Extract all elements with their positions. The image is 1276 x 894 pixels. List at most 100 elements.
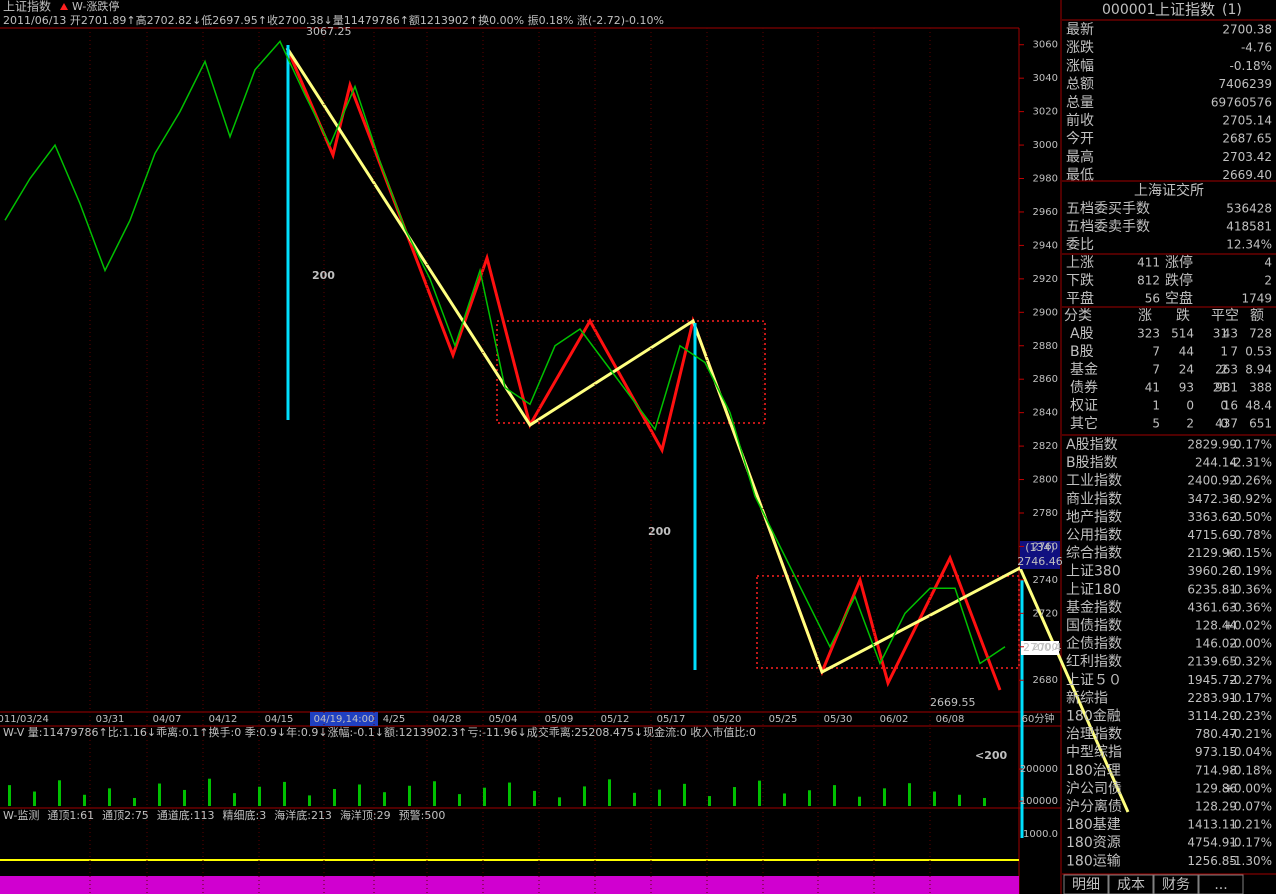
row-value: 411 (1137, 256, 1160, 270)
y-tick-label: 2680 (1033, 675, 1058, 686)
index-value: 3960.26 (1187, 564, 1237, 578)
y-tick-label: 3020 (1033, 107, 1058, 118)
monitor-item: 海洋顶:29 (340, 808, 391, 822)
index-pct: -0.21% (1230, 818, 1272, 832)
table-header: 涨 (1138, 308, 1152, 324)
index-pct: -0.23% (1230, 709, 1272, 723)
x-tick-label: 05/20 (713, 714, 742, 725)
index-name: 地产指数 (1066, 509, 1122, 525)
tab-label[interactable]: 明细 (1072, 877, 1100, 893)
table-cell: 7 (1230, 345, 1238, 359)
index-value: 3363.62 (1187, 510, 1237, 524)
indicator: W-涨跌停 (72, 0, 119, 13)
x-tick-label: 04/15 (265, 714, 294, 725)
index-name: 基金指数 (1066, 599, 1122, 616)
y-tick-label: 2900 (1033, 307, 1058, 318)
volume-bar (283, 781, 286, 806)
annotation: 2746.46 (1017, 555, 1063, 568)
tab[interactable] (1153, 874, 1199, 894)
y-tick-label: 3000 (1033, 140, 1058, 151)
x-tick-label: 06/08 (936, 714, 965, 725)
volume-bar (408, 785, 411, 806)
index-name: 沪公司债 (1066, 781, 1122, 797)
volume-bar (333, 788, 336, 806)
volume-bar (383, 792, 386, 806)
volume-bar (133, 797, 136, 806)
high-label: 3067.25 (306, 25, 352, 38)
x-tick-label: 05/04 (489, 714, 518, 725)
table-cell: 0.53 (1245, 345, 1272, 359)
index-name: 公用指数 (1066, 528, 1122, 544)
arrow-icon (60, 3, 68, 10)
row-value: 536428 (1226, 202, 1272, 216)
index-name: 上证５０ (1066, 672, 1122, 688)
table-cell: 2 (1220, 363, 1228, 377)
volume-bar (608, 779, 611, 806)
index-name: B股指数 (1066, 455, 1118, 471)
index-name: 红利指数 (1066, 654, 1122, 670)
tab-label[interactable]: 成本 (1117, 877, 1145, 893)
tab[interactable] (1198, 874, 1244, 894)
annotation: 200 (648, 525, 671, 538)
y-tick-label: 1000.0 (1023, 829, 1058, 840)
row-label: 五档委卖手数 (1066, 219, 1150, 235)
volume-bar (733, 787, 736, 806)
index-value: 714.98 (1195, 763, 1237, 777)
x-tick-label: 03/31 (96, 714, 125, 725)
row-value: 2687.65 (1222, 132, 1272, 146)
tab[interactable] (1063, 874, 1109, 894)
table-cell: 0 (1220, 417, 1228, 431)
volume-bar (933, 791, 936, 806)
quote-name: 上证指数 (1155, 1, 1215, 19)
annotation: 2700.4 (1023, 641, 1062, 654)
x-tick-label: 05/30 (824, 714, 853, 725)
volume-bar (558, 797, 561, 806)
row-label: 跌停 (1165, 272, 1193, 289)
index-name: 上证180 (1066, 582, 1121, 598)
index-pct: +0.02% (1224, 619, 1272, 633)
row-label: 最高 (1066, 148, 1094, 165)
row-value: 2669.40 (1222, 168, 1272, 182)
table-cell: 41 (1145, 381, 1160, 395)
index-value: 4361.63 (1187, 600, 1237, 614)
row-value: 812 (1137, 274, 1160, 288)
index-name: 商业指数 (1066, 491, 1122, 507)
volume-bar (83, 794, 86, 806)
index-value: 244.14 (1195, 456, 1237, 470)
volume-bar (58, 780, 61, 806)
table-cell: 48.4 (1245, 399, 1272, 413)
volume-bar (808, 790, 811, 806)
index-value: 6235.81 (1187, 582, 1237, 596)
table-cell: 44 (1179, 345, 1194, 359)
index-value: 2400.92 (1187, 474, 1237, 488)
y-tick-label: 2820 (1033, 441, 1058, 452)
volume-bar (158, 783, 161, 806)
x-tick-label: 60分钟 (1022, 712, 1055, 725)
index-pct: -0.17% (1230, 438, 1272, 452)
row-label: 上涨 (1066, 255, 1094, 271)
volume-info: W-V 量:11479786↑比:1.16↓乖离:0.1↑换手:0 季:0.9↓… (3, 725, 756, 739)
ohlc-info: 2011/06/13 开2701.89↑高2702.82↓低2697.95↑收2… (3, 13, 664, 27)
row-label: 下跌 (1066, 273, 1094, 289)
annotation: 200 (312, 269, 335, 282)
tab[interactable] (1108, 874, 1154, 894)
table-cell: 7 (1152, 363, 1160, 377)
index-value: 4715.69 (1187, 528, 1237, 542)
tab-label[interactable]: ... (1214, 877, 1227, 893)
y-tick-label: 2740 (1033, 575, 1058, 586)
table-cell: 651 (1249, 417, 1272, 431)
index-pct: -0.17% (1230, 691, 1272, 705)
x-tick-label: 4/25 (383, 714, 405, 725)
x-tick-label: 05/09 (545, 714, 574, 725)
index-pct: -2.31% (1230, 456, 1272, 470)
monitor-item: 通顶2:75 (102, 809, 149, 822)
x-tick-label: 05/12 (601, 714, 630, 725)
volume-bar (208, 778, 211, 806)
row-label: 委比 (1066, 237, 1094, 253)
y-tick-label: 2720 (1033, 608, 1058, 619)
y-tick-label: 3040 (1033, 73, 1058, 84)
tab-label[interactable]: 财务 (1162, 877, 1190, 893)
index-value: 146.02 (1195, 637, 1237, 651)
volume-bar (908, 783, 911, 806)
